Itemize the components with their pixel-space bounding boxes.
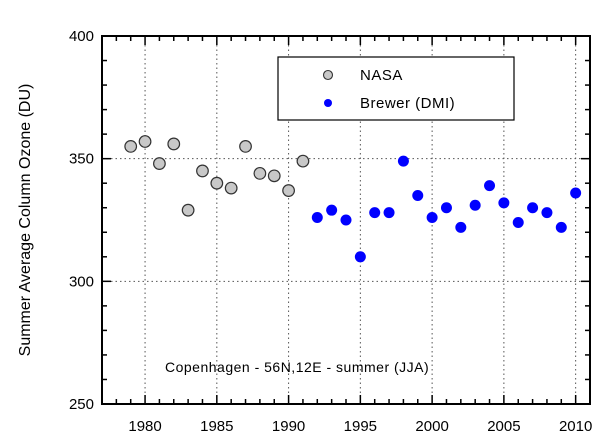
legend-marker	[324, 99, 332, 107]
data-point	[181, 203, 195, 217]
data-point	[512, 216, 524, 228]
data-point	[412, 189, 424, 201]
data-point	[498, 197, 510, 209]
data-point	[253, 166, 267, 180]
data-point	[153, 157, 166, 170]
data-point	[354, 251, 366, 263]
data-point	[541, 207, 553, 219]
y-tick-label: 250	[69, 396, 94, 413]
y-tick-label: 400	[69, 28, 94, 45]
x-tick-label: 1985	[200, 418, 233, 435]
data-point	[210, 176, 224, 190]
data-point	[397, 155, 409, 167]
x-tick-label: 1990	[272, 418, 305, 435]
y-tick-label: 300	[69, 273, 94, 290]
y-axis-label: Summer Average Column Ozone (DU)	[17, 84, 34, 357]
data-point	[196, 164, 209, 178]
data-point	[326, 204, 338, 216]
location-annotation: Copenhagen - 56N,12E - summer (JJA)	[165, 359, 429, 375]
legend-marker	[322, 69, 334, 81]
data-point	[383, 207, 395, 219]
data-point	[426, 212, 438, 224]
data-point	[555, 221, 567, 233]
data-point	[138, 135, 152, 148]
legend-items: NASA Brewer (DMI)	[322, 67, 455, 112]
x-tick-label: 2010	[559, 418, 592, 435]
data-point	[296, 154, 310, 168]
legend-label: NASA	[360, 67, 403, 84]
x-tick-label: 1995	[344, 418, 377, 435]
data-point	[340, 214, 352, 226]
data-point	[311, 212, 323, 224]
data-point	[484, 180, 496, 192]
x-axis-tick-labels: 1980 1985 1990 1995 2000 2005 2010	[128, 418, 592, 435]
data-point	[469, 199, 481, 211]
data-point	[527, 202, 539, 214]
y-tick-label: 350	[69, 151, 94, 168]
data-point	[167, 137, 181, 151]
data-points	[124, 135, 582, 263]
legend-box	[277, 56, 515, 121]
data-point	[124, 139, 138, 153]
x-tick-label: 2000	[415, 418, 448, 435]
data-point	[570, 187, 582, 199]
data-point	[455, 221, 467, 233]
x-tick-label: 1980	[128, 418, 161, 435]
data-point	[282, 184, 295, 197]
y-axis-tick-labels: 250 300 350 400	[69, 28, 94, 413]
legend: NASA Brewer (DMI)	[277, 56, 515, 121]
data-point	[239, 139, 252, 153]
data-point	[224, 181, 238, 195]
legend-label: Brewer (DMI)	[360, 95, 455, 112]
data-point	[440, 202, 452, 214]
data-point	[267, 169, 281, 183]
data-point	[369, 207, 381, 219]
x-tick-label: 2005	[487, 418, 520, 435]
axis-ticks	[101, 35, 591, 405]
